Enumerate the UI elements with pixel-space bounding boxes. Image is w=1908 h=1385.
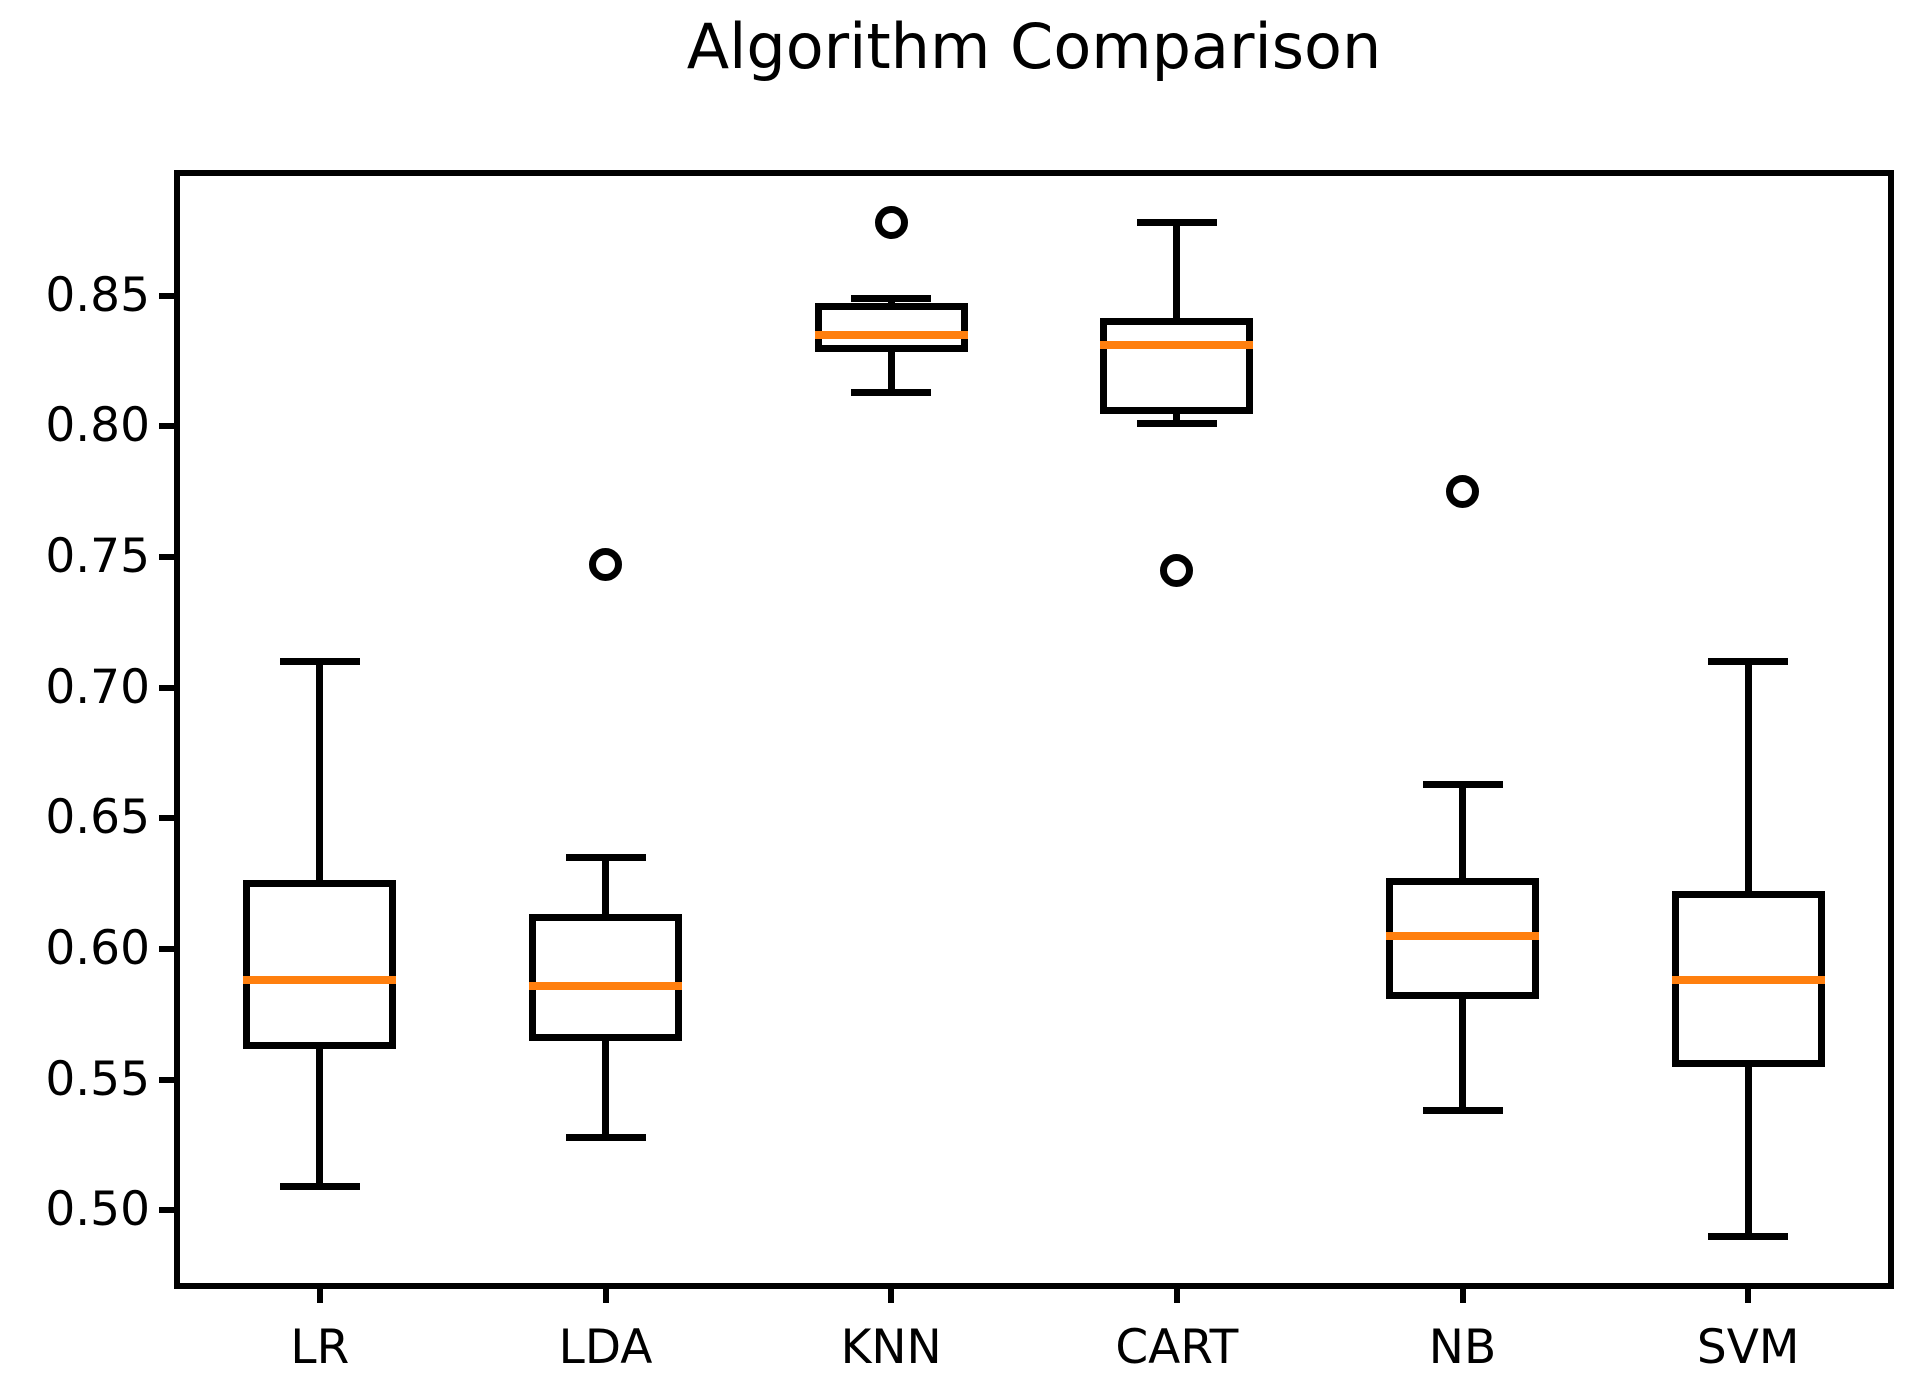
y-tick-label-0.80: 0.80 bbox=[45, 398, 150, 454]
box-KNN bbox=[814, 302, 968, 352]
x-axis-label-KNN: KNN bbox=[840, 1320, 942, 1375]
whisker-lower-cap-KNN bbox=[851, 388, 932, 396]
y-tick-label-0.65: 0.65 bbox=[45, 790, 150, 846]
whisker-upper-line-LDA bbox=[602, 857, 609, 918]
y-tick-0.60 bbox=[159, 945, 177, 952]
whisker-upper-line-SVM bbox=[1744, 661, 1752, 895]
median-line-NB bbox=[1386, 931, 1539, 940]
median-line-LR bbox=[243, 976, 397, 985]
x-tick-NB bbox=[1459, 1286, 1466, 1303]
whisker-upper-cap-KNN bbox=[851, 294, 932, 302]
y-tick-0.80 bbox=[159, 423, 177, 430]
plot-frame bbox=[174, 170, 1894, 1289]
median-line-KNN bbox=[814, 330, 968, 339]
box-CART bbox=[1100, 318, 1254, 415]
whisker-upper-line-LR bbox=[316, 661, 324, 884]
whisker-lower-line-NB bbox=[1459, 995, 1466, 1111]
whisker-upper-cap-CART bbox=[1136, 219, 1217, 227]
whisker-lower-cap-LR bbox=[279, 1183, 360, 1191]
x-axis-label-NB: NB bbox=[1428, 1320, 1497, 1375]
y-tick-0.70 bbox=[159, 684, 177, 691]
x-axis-label-SVM: SVM bbox=[1696, 1320, 1800, 1375]
box-LR bbox=[243, 880, 397, 1050]
y-tick-label-0.55: 0.55 bbox=[45, 1051, 150, 1107]
whisker-lower-line-LR bbox=[316, 1045, 324, 1187]
y-tick-label-0.85: 0.85 bbox=[45, 267, 150, 323]
outlier-marker-CART-0 bbox=[1160, 553, 1194, 587]
y-tick-0.50 bbox=[159, 1207, 177, 1214]
whisker-upper-line-KNN bbox=[887, 298, 895, 307]
y-tick-label-0.75: 0.75 bbox=[45, 529, 150, 585]
y-tick-0.75 bbox=[159, 554, 177, 561]
whisker-lower-cap-SVM bbox=[1708, 1232, 1789, 1240]
whisker-upper-cap-LR bbox=[279, 658, 360, 666]
whisker-lower-line-CART bbox=[1173, 410, 1181, 424]
outlier-marker-NB-0 bbox=[1446, 475, 1479, 509]
median-line-LDA bbox=[529, 981, 682, 990]
outlier-marker-LDA-0 bbox=[589, 548, 622, 582]
x-axis-label-LDA: LDA bbox=[558, 1320, 653, 1375]
y-tick-label-0.50: 0.50 bbox=[45, 1182, 150, 1238]
whisker-lower-cap-NB bbox=[1422, 1107, 1503, 1115]
whisker-upper-line-CART bbox=[1173, 222, 1181, 322]
y-tick-label-0.70: 0.70 bbox=[45, 659, 150, 715]
x-axis-label-CART: CART bbox=[1115, 1320, 1239, 1375]
chart-title: Algorithm Comparison bbox=[686, 10, 1382, 83]
whisker-upper-cap-LDA bbox=[565, 854, 646, 862]
whisker-lower-line-LDA bbox=[602, 1037, 609, 1138]
y-tick-0.65 bbox=[159, 815, 177, 822]
whisker-upper-cap-SVM bbox=[1708, 658, 1789, 666]
x-tick-KNN bbox=[888, 1286, 895, 1303]
x-tick-CART bbox=[1173, 1286, 1180, 1303]
y-tick-0.85 bbox=[159, 292, 177, 299]
whisker-upper-line-NB bbox=[1459, 784, 1466, 882]
x-tick-LR bbox=[316, 1286, 323, 1303]
x-axis-label-LR: LR bbox=[290, 1320, 350, 1375]
outlier-marker-KNN-0 bbox=[874, 206, 908, 240]
x-tick-LDA bbox=[602, 1286, 609, 1303]
y-tick-0.55 bbox=[159, 1076, 177, 1083]
whisker-upper-cap-NB bbox=[1422, 780, 1503, 788]
whisker-lower-line-KNN bbox=[887, 348, 895, 393]
whisker-lower-cap-CART bbox=[1136, 420, 1217, 428]
y-tick-label-0.60: 0.60 bbox=[45, 920, 150, 976]
whisker-lower-cap-LDA bbox=[565, 1133, 646, 1141]
median-line-CART bbox=[1100, 341, 1254, 350]
whisker-lower-line-SVM bbox=[1744, 1063, 1752, 1237]
median-line-SVM bbox=[1671, 976, 1825, 985]
x-tick-SVM bbox=[1745, 1286, 1752, 1303]
box-LDA bbox=[529, 914, 682, 1042]
